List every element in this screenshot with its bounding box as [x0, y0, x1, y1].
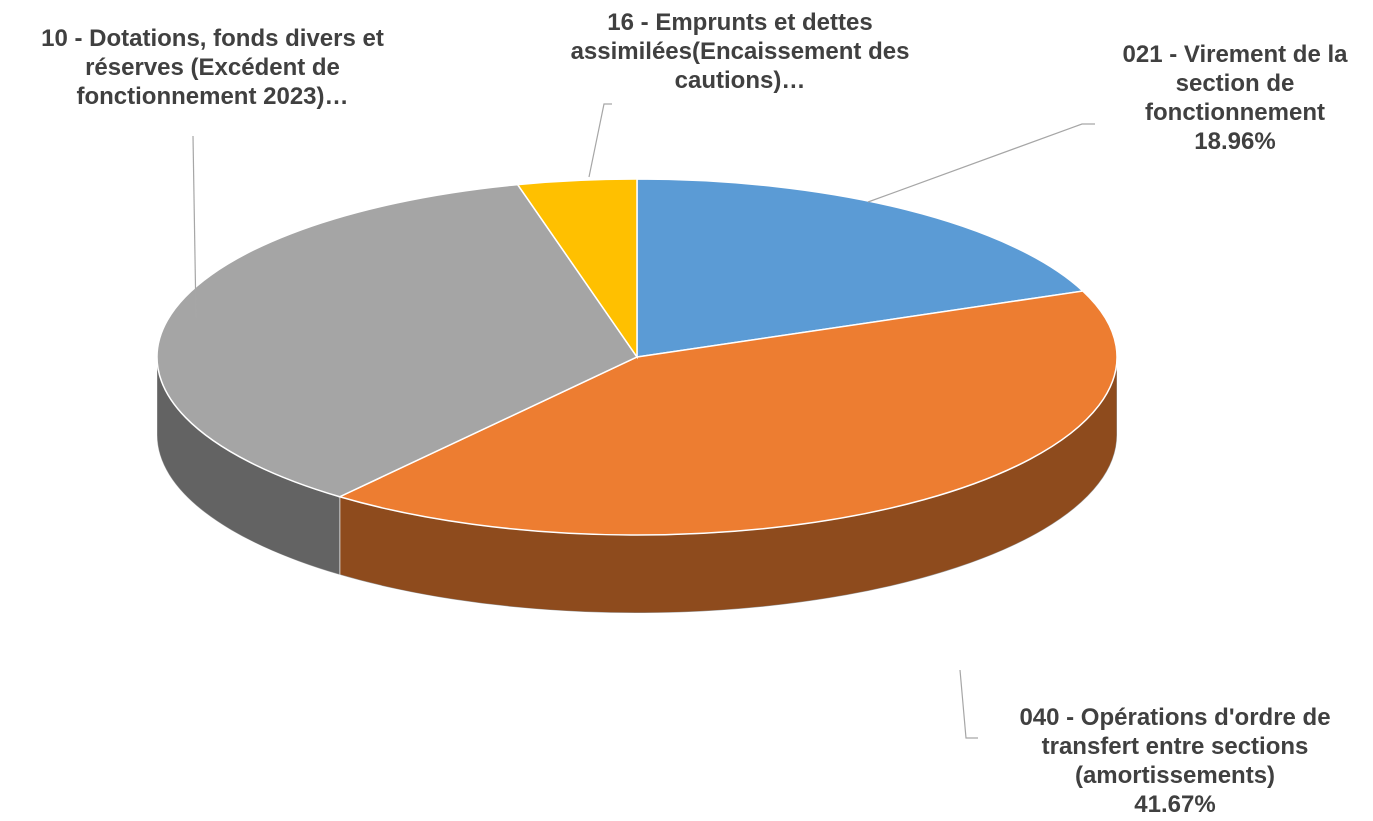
leader-line: [192, 135, 197, 319]
label-021: 021 - Virement de la section de fonction…: [1090, 40, 1373, 156]
slice-sides: [156, 356, 1118, 614]
category-label: 10 - Dotations, fonds divers et réserves…: [41, 25, 384, 110]
value-label: 18.96%: [1194, 128, 1276, 155]
value-label: 41.67%: [1134, 791, 1216, 818]
label-10: 10 - Dotations, fonds divers et réserves…: [0, 24, 425, 111]
slice: [636, 178, 1085, 358]
category-label: 040 - Opérations d'ordre de transfert en…: [1019, 704, 1331, 789]
leader-line: [588, 103, 612, 178]
category-label: 021 - Virement de la section de fonction…: [1122, 41, 1348, 126]
slice-side-shade: [157, 357, 340, 575]
leader-line: [867, 123, 1095, 203]
leader-lines: [192, 103, 1095, 739]
slice: [516, 178, 638, 360]
leader-line: [959, 669, 978, 739]
slice: [337, 290, 1118, 536]
slice-tops: [156, 178, 1118, 536]
category-label: 16 - Emprunts et dettes assimilées(Encai…: [570, 9, 910, 94]
label-16: 16 - Emprunts et dettes assimilées(Encai…: [560, 8, 920, 95]
slice-side-shade: [339, 357, 1117, 613]
slice: [156, 183, 639, 498]
label-040: 040 - Opérations d'ordre de transfert en…: [985, 703, 1365, 819]
